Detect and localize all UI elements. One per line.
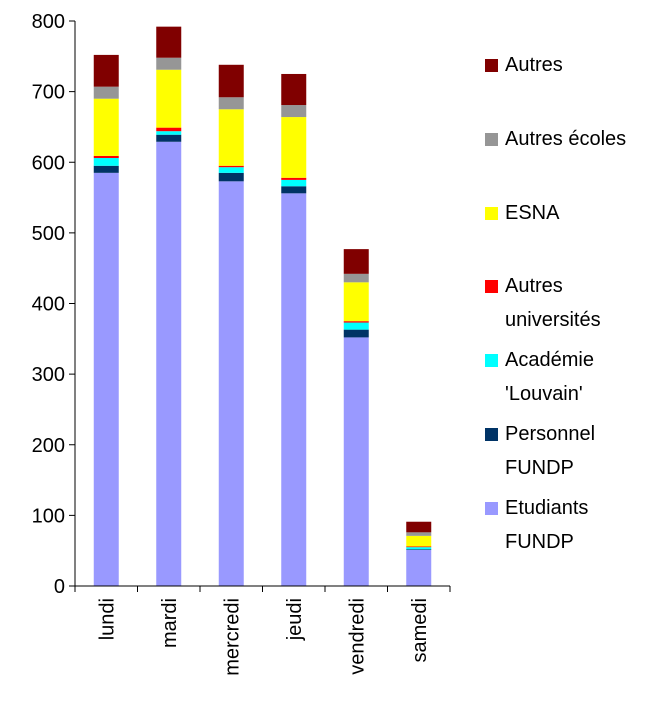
bar-segment: [156, 131, 182, 135]
bar-segment: [93, 54, 119, 87]
bar-segment: [218, 165, 244, 168]
legend-label: Etudiants FUNDP: [505, 496, 589, 553]
legend-label: Autres écoles: [505, 127, 627, 150]
legend-swatch: [485, 428, 498, 441]
bar-segment: [156, 57, 182, 70]
bar-segment: [343, 282, 369, 322]
bar-segment: [343, 329, 369, 338]
bar-segment: [156, 141, 182, 587]
bar-segment: [156, 26, 182, 58]
legend-label: Personnel FUNDP: [505, 423, 596, 479]
bar-segment: [218, 181, 244, 586]
legend-label: Académie 'Louvain': [505, 349, 594, 406]
bar-segment: [406, 547, 432, 550]
legend-label: Autres universités: [505, 275, 601, 332]
legend-swatch: [485, 59, 498, 72]
y-tick-label: 200: [32, 435, 65, 457]
y-tick-label: 100: [32, 505, 65, 527]
bar-segment: [406, 532, 432, 536]
bar-segment: [93, 98, 119, 156]
x-tick-label: jeudi: [284, 598, 306, 641]
y-tick-label: 500: [32, 223, 65, 245]
legend-swatch: [485, 280, 498, 294]
legend-swatch: [485, 354, 498, 368]
bar-segment: [281, 117, 307, 178]
bar-segment: [406, 521, 432, 533]
bar-segment: [281, 105, 307, 118]
bar-segment: [406, 535, 432, 547]
bar-segment: [218, 109, 244, 166]
bar-segment: [343, 322, 369, 330]
bar-segment: [281, 179, 307, 187]
bar-segment: [218, 64, 244, 98]
bar-segment: [218, 167, 244, 173]
bar-segment: [406, 546, 432, 548]
x-tick-label: lundi: [96, 598, 118, 640]
bar-segment: [281, 186, 307, 194]
bar-segment: [218, 172, 244, 182]
bar-segment: [156, 127, 182, 132]
bar-segment: [406, 549, 432, 550]
legend-label: ESNA: [505, 201, 560, 224]
legend-swatch: [485, 132, 498, 146]
bar-segment: [93, 158, 119, 166]
bar-segment: [281, 177, 307, 180]
y-tick-label: 600: [32, 152, 65, 174]
legend-swatch: [485, 206, 498, 220]
x-tick-label: vendredi: [346, 598, 368, 675]
legend-swatch: [485, 501, 498, 515]
bar-segment: [343, 273, 369, 283]
y-tick-label: 0: [54, 576, 65, 598]
bar-segment: [406, 549, 432, 586]
bar-segment: [281, 73, 307, 106]
y-tick-label: 700: [32, 82, 65, 104]
bar-segment: [93, 165, 119, 173]
bar-segment: [156, 69, 182, 128]
legend-label: Autres: [505, 54, 563, 76]
bar-segment: [343, 337, 369, 586]
bar-segment: [93, 172, 119, 586]
y-tick-label: 800: [32, 11, 65, 33]
bar-segment: [343, 249, 369, 274]
bar-segment: [156, 134, 182, 142]
x-tick-label: mercredi: [221, 598, 243, 676]
bar-segment: [343, 321, 369, 323]
x-tick-label: mardi: [159, 598, 181, 648]
x-tick-label: samedi: [409, 598, 431, 662]
bar-segment: [93, 155, 119, 159]
y-tick-label: 400: [32, 294, 65, 316]
bar-segment: [218, 97, 244, 110]
y-tick-label: 300: [32, 364, 65, 386]
bar-segment: [281, 193, 307, 586]
bar-segment: [93, 86, 119, 99]
